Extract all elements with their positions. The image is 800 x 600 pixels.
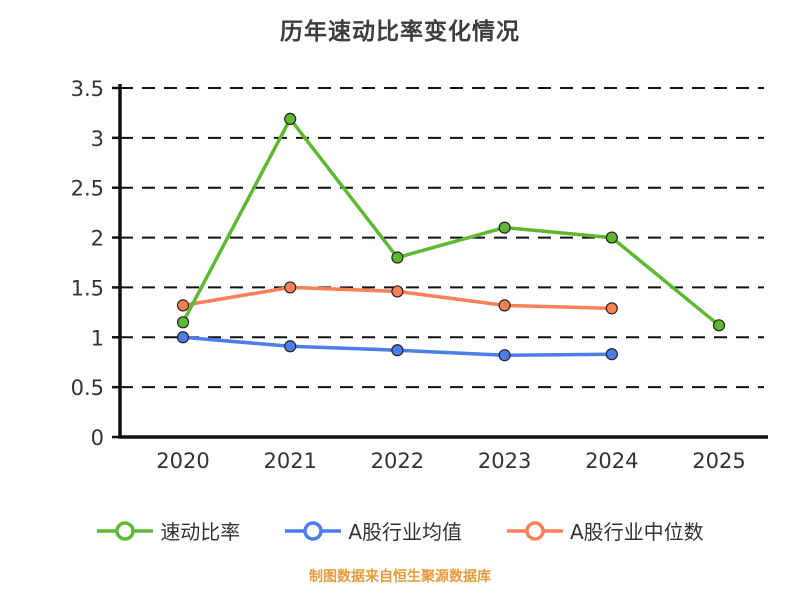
legend-marker-quick-ratio (97, 520, 154, 541)
data-point-marker-series-0 (284, 112, 297, 126)
y-tick-label: 1 (91, 326, 104, 350)
chart-title: 历年速动比率变化情况 (280, 19, 520, 45)
legend-marker-industry-mean (285, 520, 342, 541)
data-point-marker-series-2 (498, 299, 511, 312)
y-tick-label: 3 (91, 127, 104, 151)
series-line-0 (181, 117, 721, 328)
legend: 速动比率 A股行业均值 A股行业中位数 (0, 516, 800, 545)
data-point-marker-series-1 (176, 331, 190, 344)
legend-label-industry-median: A股行业中位数 (570, 520, 704, 544)
x-tick-label: 2024 (585, 449, 638, 473)
data-point-marker-series-0 (605, 231, 618, 244)
y-tick-label: 2 (91, 227, 104, 251)
y-tick-label: 0 (91, 426, 104, 450)
x-tick-label: 2022 (371, 449, 424, 473)
legend-item-industry-median: A股行业中位数 (506, 516, 704, 545)
data-point-marker-series-2 (391, 285, 404, 298)
data-point-marker-series-1 (391, 344, 404, 357)
legend-label-quick-ratio: 速动比率 (160, 520, 241, 544)
legend-marker-industry-median (507, 520, 563, 541)
data-point-marker-series-1 (284, 340, 297, 353)
x-tick-label: 2025 (692, 449, 745, 473)
x-tick-label: 2021 (263, 449, 316, 473)
legend-label-industry-mean: A股行业均值 (348, 520, 462, 544)
data-point-marker-series-1 (605, 348, 618, 361)
y-tick-label: 1.5 (71, 276, 104, 300)
data-point-marker-series-2 (176, 299, 190, 312)
data-point-marker-series-0 (391, 251, 404, 264)
y-tick-label: 2.5 (71, 177, 104, 201)
data-point-marker-series-2 (605, 302, 618, 315)
legend-item-industry-mean: A股行业均值 (284, 516, 462, 545)
legend-item-quick-ratio: 速动比率 (96, 516, 240, 545)
data-source-note: 制图数据来自恒生聚源数据库 (309, 569, 491, 585)
y-tick-label: 0.5 (71, 376, 104, 400)
data-point-marker-series-0 (712, 319, 726, 332)
data-point-marker-series-1 (498, 349, 511, 362)
x-tick-label: 2020 (156, 449, 209, 473)
data-point-marker-series-2 (284, 281, 297, 294)
x-tick-label: 2023 (478, 449, 531, 473)
data-point-marker-series-0 (498, 221, 511, 234)
y-tick-label: 3.5 (71, 77, 104, 101)
data-point-marker-series-0 (176, 316, 190, 329)
